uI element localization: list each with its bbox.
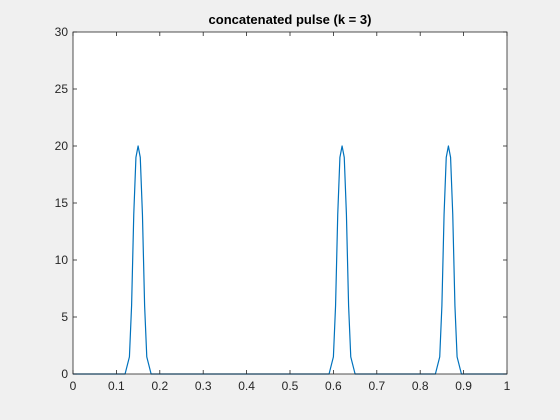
y-tick-label: 25 — [55, 82, 69, 96]
x-tick-label: 0 — [70, 379, 77, 393]
axes-layer: 0 0.1 0.2 0.3 0.4 0.5 0.6 0.7 0.8 0.9 105101520253… — [55, 25, 511, 393]
series-line-1 — [73, 145, 507, 375]
y-tick-label: 30 — [55, 25, 69, 39]
x-tick-label: 0.6 — [325, 379, 342, 393]
plot-area — [73, 32, 507, 374]
x-tick-label: 0.3 — [195, 379, 212, 393]
x-tick-label: 0.9 — [455, 379, 472, 393]
x-tick-label: 0.2 — [151, 379, 168, 393]
x-tick-label: 0.1 — [108, 379, 125, 393]
series-layer — [73, 145, 507, 375]
chart-title: concatenated pulse (k = 3) — [209, 12, 372, 27]
x-tick-label: 0.4 — [238, 379, 255, 393]
y-tick-label: 20 — [55, 139, 69, 153]
y-tick-label: 5 — [61, 310, 68, 324]
y-tick-label: 0 — [61, 367, 68, 381]
x-tick-label: 0.5 — [282, 379, 299, 393]
y-tick-label: 10 — [55, 253, 69, 267]
y-tick-label: 15 — [55, 196, 69, 210]
x-tick-label: 0.7 — [368, 379, 385, 393]
x-tick-label: 0.8 — [412, 379, 429, 393]
x-tick-label: 1 — [504, 379, 511, 393]
